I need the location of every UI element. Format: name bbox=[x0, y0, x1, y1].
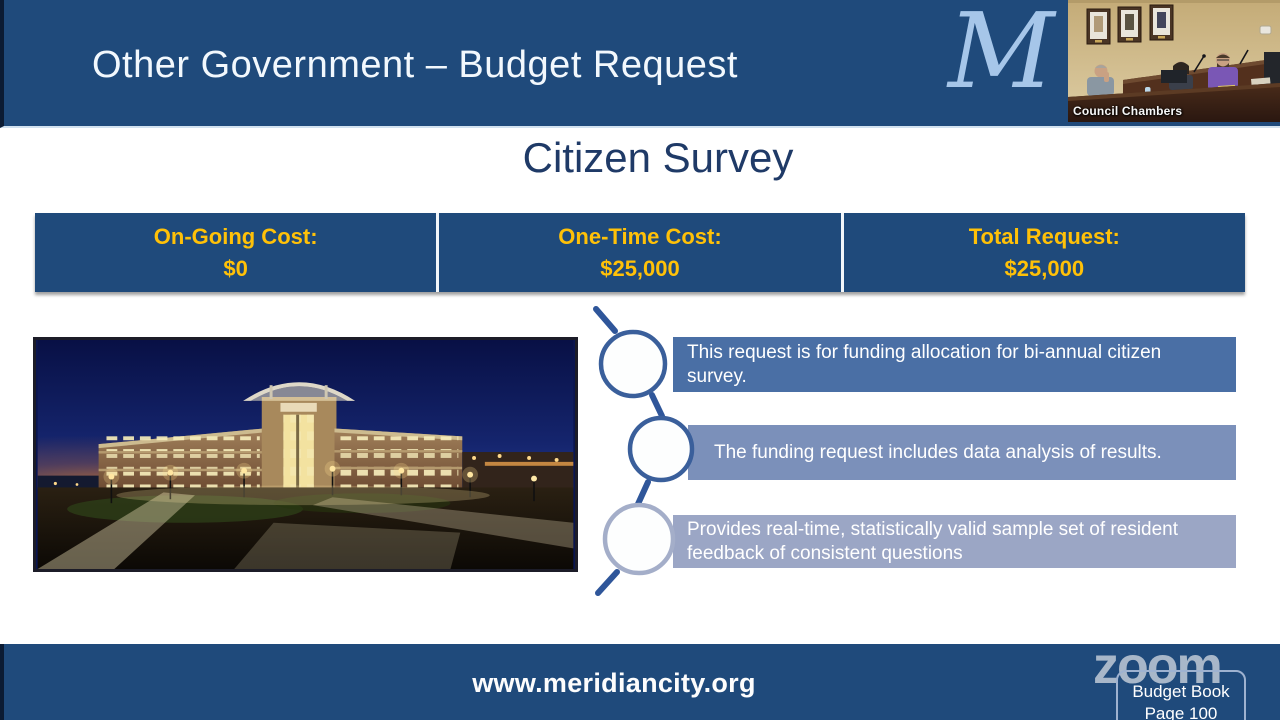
bullet-text-3: Provides real-time, statistically valid … bbox=[687, 518, 1179, 564]
page-badge-line-1: Budget Book bbox=[1132, 682, 1230, 701]
city-hall-photo bbox=[33, 337, 578, 572]
cost-cell-onetime: One-Time Cost: $25,000 bbox=[436, 213, 841, 292]
cost-label: Total Request: bbox=[968, 223, 1120, 249]
meridian-m-logo: M bbox=[948, 0, 1055, 112]
council-chambers-snapshot bbox=[1068, 0, 1280, 122]
slide-title: Other Government – Budget Request bbox=[92, 44, 738, 86]
webcam-video-feed[interactable]: Council Chambers bbox=[1068, 0, 1280, 122]
wall-portrait-1 bbox=[1086, 8, 1111, 45]
video-feed-label: Council Chambers bbox=[1073, 104, 1183, 118]
person-left bbox=[1087, 64, 1114, 96]
cost-value: $25,000 bbox=[1004, 255, 1085, 281]
zoom-watermark: zoom bbox=[1093, 637, 1223, 695]
cost-label: One-Time Cost: bbox=[558, 223, 722, 249]
page-badge-line-2: Page 100 bbox=[1144, 704, 1218, 720]
bullet-bar-3: Provides real-time, statistically valid … bbox=[673, 515, 1236, 568]
process-connector-graphic bbox=[593, 306, 695, 596]
process-circle-3 bbox=[602, 502, 676, 576]
bullet-text-2: The funding request includes data analys… bbox=[714, 441, 1162, 463]
cost-cell-total: Total Request: $25,000 bbox=[840, 213, 1245, 292]
person-right bbox=[1208, 49, 1249, 91]
person-center bbox=[1161, 54, 1206, 90]
process-circle-2 bbox=[627, 415, 695, 483]
cost-value: $0 bbox=[223, 255, 248, 281]
cost-summary-table: On-Going Cost: $0 One-Time Cost: $25,000… bbox=[35, 213, 1245, 292]
budget-book-page-badge: Budget Book Page 100 bbox=[1116, 670, 1246, 720]
cost-label: On-Going Cost: bbox=[153, 223, 318, 249]
slide-footer-bar: www.meridiancity.org bbox=[0, 644, 1280, 720]
wall-portrait-3 bbox=[1149, 4, 1174, 41]
website-url: www.meridiancity.org bbox=[472, 668, 756, 698]
process-circle-1 bbox=[598, 329, 668, 399]
bullet-bar-1: This request is for funding allocation f… bbox=[673, 337, 1236, 392]
cost-value: $25,000 bbox=[600, 255, 680, 281]
slide-subtitle: Citizen Survey bbox=[522, 134, 794, 181]
bullet-text-1: This request is for funding allocation f… bbox=[687, 341, 1162, 387]
wall-portrait-2 bbox=[1117, 6, 1142, 43]
thermostat bbox=[1259, 25, 1272, 35]
city-hall-photo-art bbox=[37, 340, 574, 569]
bullet-bar-2: The funding request includes data analys… bbox=[688, 425, 1236, 480]
slide-header-bar: Other Government – Budget Request bbox=[0, 0, 1280, 128]
cost-cell-ongoing: On-Going Cost: $0 bbox=[35, 213, 437, 292]
